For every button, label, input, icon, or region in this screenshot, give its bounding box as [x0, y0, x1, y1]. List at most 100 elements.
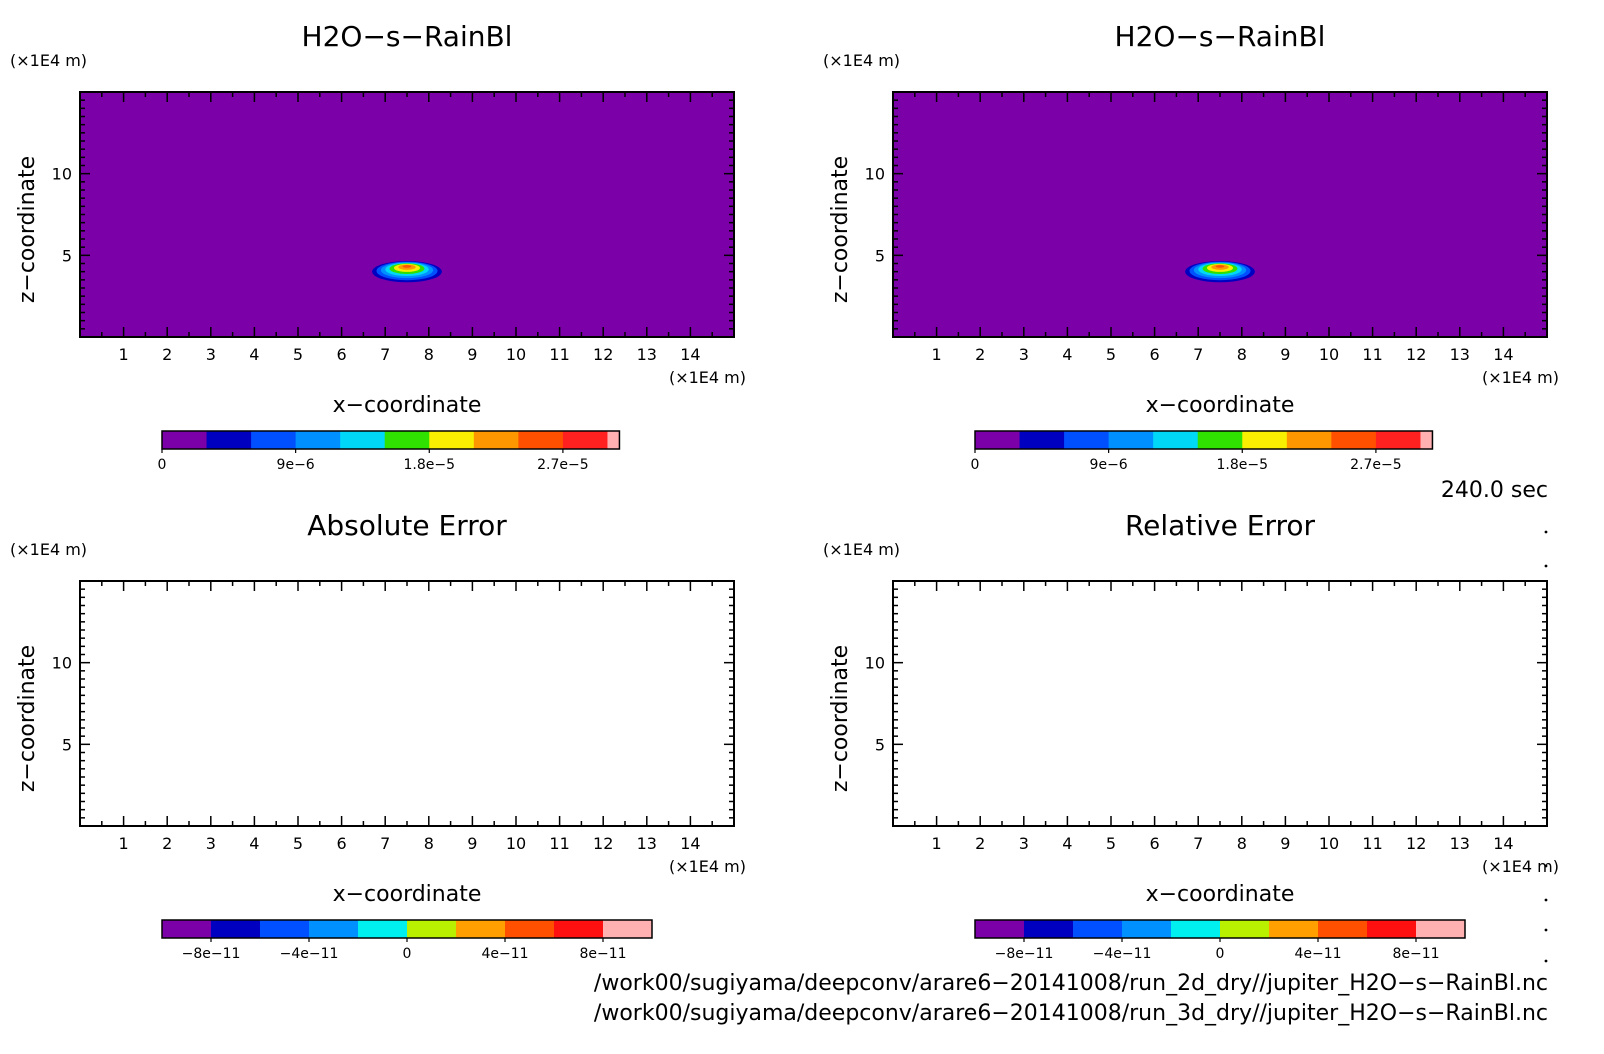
colorbar-label: −8e−11 — [995, 946, 1054, 962]
colorbar-swatch — [309, 920, 359, 938]
colorbar-label: 4e−11 — [1294, 946, 1341, 962]
x-tick-label: 5 — [293, 345, 303, 364]
x-tick-label: 12 — [1406, 834, 1426, 853]
field-background — [80, 92, 734, 337]
x-tick-label: 9 — [467, 345, 477, 364]
colorbar-swatch — [975, 431, 1021, 449]
x-tick-label: 4 — [249, 345, 259, 364]
colorbar-label: 9e−6 — [1090, 457, 1128, 473]
x-tick-label: 3 — [206, 345, 216, 364]
colorbar-swatch — [1286, 431, 1332, 449]
colorbar-swatch — [206, 431, 252, 449]
colorbar-swatch — [1269, 920, 1319, 938]
x-tick-label: 8 — [424, 834, 434, 853]
x-tick-label: 14 — [680, 834, 700, 853]
colorbar-label: 2.7e−5 — [1350, 457, 1402, 473]
x-tick-label: 1 — [932, 834, 942, 853]
x-axis-label: x−coordinate — [333, 882, 482, 907]
colorbar-swatch — [1375, 431, 1421, 449]
y-axis-label: z−coordinate — [15, 645, 40, 792]
colorbar-swatch — [1019, 431, 1065, 449]
colorbar-label: 8e−11 — [1392, 946, 1439, 962]
colorbar-swatch — [1073, 920, 1123, 938]
colorbar-swatch — [505, 920, 555, 938]
time-label: 240.0 sec — [1441, 478, 1548, 503]
x-tick-label: 4 — [1062, 345, 1072, 364]
colorbar-swatch — [456, 920, 506, 938]
chart-title: Absolute Error — [307, 509, 507, 542]
x-tick-label: 8 — [424, 345, 434, 364]
x-tick-label: 14 — [680, 345, 700, 364]
x-tick-label: 10 — [506, 345, 526, 364]
edge-dot — [1544, 564, 1548, 568]
x-tick-label: 12 — [593, 345, 613, 364]
chart-title: H2O−s−RainBl — [302, 20, 513, 53]
x-tick-label: 5 — [1106, 345, 1116, 364]
x-tick-label: 7 — [1193, 345, 1203, 364]
colorbar-swatch — [1153, 431, 1199, 449]
y-axis-label: z−coordinate — [15, 156, 40, 303]
edge-dot — [1544, 530, 1548, 534]
x-tick-label: 12 — [1406, 345, 1426, 364]
x-tick-label: 4 — [1062, 834, 1072, 853]
x-tick-label: 2 — [162, 834, 172, 853]
colorbar-swatch — [554, 920, 604, 938]
x-tick-label: 3 — [1019, 834, 1029, 853]
colorbar-swatch — [1416, 920, 1466, 938]
y-tick-label: 10 — [52, 165, 72, 184]
x-tick-label: 6 — [337, 345, 347, 364]
colorbar-label: 2.7e−5 — [537, 457, 589, 473]
colorbar-label: 4e−11 — [481, 946, 528, 962]
file-path-1: /work00/sugiyama/deepconv/arare6−2014100… — [594, 971, 1548, 996]
y-tick-label: 10 — [865, 654, 885, 673]
colorbar-frame — [974, 430, 1434, 450]
colorbar-swatch — [603, 920, 653, 938]
x-tick-label: 8 — [1237, 345, 1247, 364]
y-tick-label: 5 — [62, 246, 72, 265]
colorbar-swatch — [1367, 920, 1417, 938]
x-tick-label: 9 — [467, 834, 477, 853]
chart-title: Relative Error — [1125, 509, 1316, 542]
colorbar-label: 1.8e−5 — [404, 457, 456, 473]
x-tick-label: 1 — [932, 345, 942, 364]
colorbar-swatch — [407, 920, 457, 938]
x-tick-label: 3 — [206, 834, 216, 853]
x-tick-label: 10 — [1319, 345, 1339, 364]
x-tick-label: 12 — [593, 834, 613, 853]
file-path-2: /work00/sugiyama/deepconv/arare6−2014100… — [594, 1001, 1548, 1026]
x-unit-label: (×1E4 m) — [1482, 368, 1559, 387]
x-tick-label: 13 — [637, 834, 657, 853]
colorbar-swatch — [260, 920, 310, 938]
colorbar-swatch — [384, 431, 430, 449]
colorbar-swatch — [473, 431, 519, 449]
chart-panel-1: H2O−s−RainBl(×1E4 m)1 2 3 4 5 6 7 8 9 10 11 12 13 145… — [10, 20, 746, 473]
y-axis-label: z−coordinate — [828, 645, 853, 792]
colorbar-swatch — [340, 431, 386, 449]
colorbar: 0 9e−6 1.8e−5 2.7e−5 — [971, 430, 1434, 473]
blob-contour-level-8 — [1215, 265, 1225, 268]
edge-dot — [1544, 959, 1548, 963]
x-tick-label: 2 — [162, 345, 172, 364]
colorbar-swatch — [1331, 431, 1377, 449]
colorbar-swatch — [1220, 920, 1270, 938]
colorbar-swatch — [295, 431, 341, 449]
colorbar-label: 8e−11 — [579, 946, 626, 962]
x-unit-label: (×1E4 m) — [669, 857, 746, 876]
colorbar-label: −4e−11 — [280, 946, 339, 962]
colorbar-swatch — [1420, 431, 1433, 449]
y-tick-label: 5 — [875, 735, 885, 754]
colorbar-label: −4e−11 — [1093, 946, 1152, 962]
x-tick-label: 14 — [1493, 834, 1513, 853]
colorbar-label: 0 — [1216, 946, 1225, 962]
colorbar-swatch — [1242, 431, 1288, 449]
x-tick-label: 11 — [549, 345, 569, 364]
x-tick-label: 14 — [1493, 345, 1513, 364]
colorbar-swatch — [1024, 920, 1074, 938]
y-unit-label: (×1E4 m) — [823, 540, 900, 559]
y-unit-label: (×1E4 m) — [823, 51, 900, 70]
y-unit-label: (×1E4 m) — [10, 51, 87, 70]
x-axis-label: x−coordinate — [1146, 882, 1295, 907]
x-tick-label: 7 — [1193, 834, 1203, 853]
x-tick-label: 9 — [1280, 834, 1290, 853]
